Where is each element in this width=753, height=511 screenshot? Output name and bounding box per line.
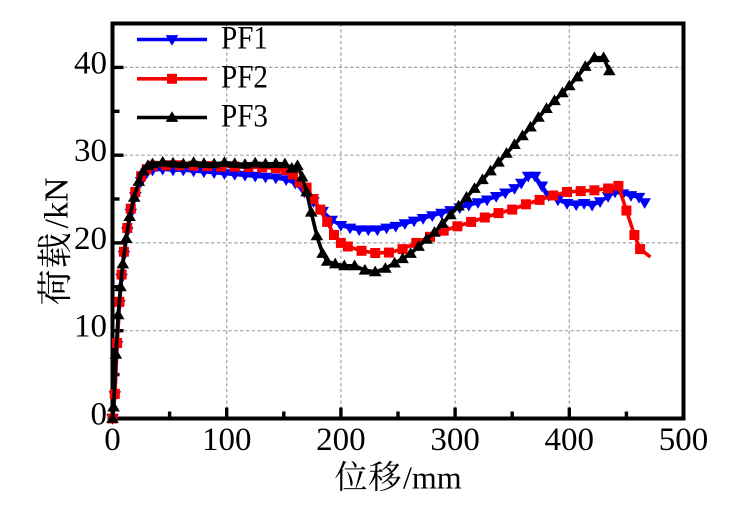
svg-text:400: 400: [545, 422, 595, 458]
svg-text:0: 0: [91, 397, 108, 433]
svg-text:500: 500: [659, 422, 709, 458]
svg-text:10: 10: [74, 309, 107, 345]
svg-text:PF2: PF2: [221, 60, 268, 96]
svg-text:20: 20: [74, 221, 107, 257]
svg-text:PF1: PF1: [221, 20, 268, 56]
svg-text:200: 200: [316, 422, 366, 458]
svg-text:0: 0: [104, 422, 121, 458]
svg-text:/mm: /mm: [403, 460, 462, 496]
svg-text:30: 30: [74, 133, 107, 169]
svg-text:300: 300: [430, 422, 480, 458]
svg-text:100: 100: [202, 422, 252, 458]
svg-text:PF3: PF3: [221, 98, 268, 134]
svg-text:40: 40: [74, 45, 107, 81]
svg-text:/kN: /kN: [39, 178, 76, 229]
